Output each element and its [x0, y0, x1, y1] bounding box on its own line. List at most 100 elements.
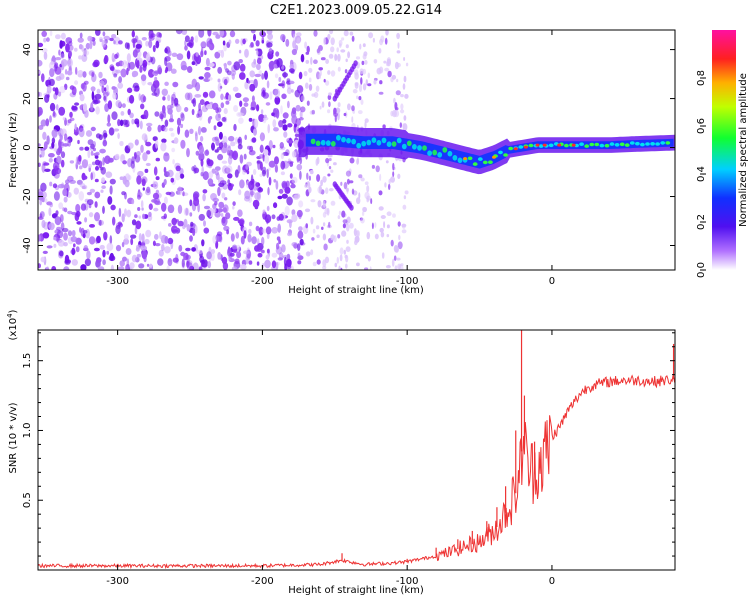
noise-cell	[397, 221, 401, 227]
noise-cell	[113, 40, 116, 45]
noise-cell	[197, 126, 202, 136]
noise-cell	[337, 53, 341, 62]
noise-cell	[223, 63, 227, 67]
noise-cell	[168, 127, 174, 132]
noise-cell	[330, 169, 334, 173]
noise-cell	[345, 58, 348, 63]
noise-cell	[334, 53, 338, 62]
noise-cell	[62, 143, 69, 147]
noise-cell	[209, 116, 213, 120]
noise-cell	[385, 265, 391, 269]
noise-cell	[371, 164, 375, 169]
noise-cell	[43, 51, 48, 60]
noise-cell	[194, 35, 199, 43]
ridge-peak	[492, 155, 496, 159]
noise-cell	[80, 203, 87, 211]
ridge-blob	[579, 142, 584, 146]
ridge-blob	[422, 145, 427, 151]
noise-cell	[85, 42, 91, 50]
noise-cell	[221, 117, 227, 122]
noise-cell	[95, 30, 101, 36]
noise-cell	[42, 250, 48, 254]
noise-cell	[141, 178, 146, 187]
noise-cell	[77, 139, 80, 145]
noise-cell	[172, 159, 175, 165]
noise-cell	[94, 159, 101, 166]
noise-cell	[101, 177, 106, 183]
noise-cell	[364, 121, 367, 129]
noise-cell	[195, 82, 201, 92]
noise-cell	[98, 219, 102, 226]
x-tick-label: -100	[396, 276, 419, 287]
noise-cell	[158, 249, 164, 257]
noise-cell	[190, 36, 194, 42]
noise-cell	[98, 71, 103, 79]
noise-cell	[82, 71, 87, 78]
noise-cell	[78, 55, 83, 60]
noise-cell	[358, 174, 363, 179]
ridge-blob	[356, 142, 362, 149]
noise-cell	[115, 69, 121, 74]
noise-cell	[69, 160, 75, 164]
noise-cell	[166, 62, 173, 72]
noise-cell	[287, 232, 292, 237]
noise-cell	[255, 182, 261, 188]
noise-cell	[106, 250, 110, 255]
noise-cell	[390, 110, 394, 117]
noise-cell	[217, 252, 222, 260]
noise-cell	[154, 233, 159, 240]
noise-cell	[381, 252, 385, 259]
noise-cell	[313, 91, 319, 98]
noise-cell	[308, 175, 311, 181]
noise-cell	[217, 153, 224, 161]
ridge-blob	[412, 144, 417, 150]
noise-cell	[245, 164, 249, 170]
noise-cell	[272, 144, 276, 149]
noise-cell	[366, 197, 370, 203]
noise-cell	[57, 91, 62, 97]
noise-cell	[191, 61, 196, 66]
noise-cell	[327, 94, 332, 101]
noise-cell	[129, 94, 135, 104]
noise-cell	[124, 42, 129, 49]
noise-cell	[113, 128, 120, 132]
noise-cell	[51, 266, 57, 270]
noise-cell	[239, 218, 245, 226]
noise-cell	[114, 153, 120, 160]
noise-cell	[364, 181, 369, 185]
noise-cell	[256, 245, 262, 252]
noise-cell	[140, 245, 147, 251]
noise-cell	[202, 171, 209, 181]
noise-cell	[328, 221, 331, 228]
noise-cell	[321, 101, 325, 108]
x-tick-label: -200	[251, 576, 274, 587]
noise-cell	[330, 46, 335, 53]
noise-cell	[101, 185, 106, 189]
noise-cell	[351, 116, 354, 123]
noise-cell	[264, 259, 271, 269]
ridge-blob	[467, 156, 473, 161]
noise-cell	[296, 37, 301, 44]
noise-cell	[276, 58, 283, 68]
noise-cell	[39, 213, 43, 218]
noise-cell	[195, 150, 200, 156]
noise-cell	[356, 197, 361, 205]
noise-cell	[109, 178, 116, 185]
noise-cell	[60, 53, 65, 59]
noise-cell	[390, 77, 394, 83]
noise-cell	[304, 208, 311, 213]
noise-cell	[150, 56, 156, 65]
noise-cell	[291, 214, 298, 223]
noise-cell	[271, 260, 277, 269]
noise-cell	[205, 57, 210, 67]
noise-cell	[344, 69, 348, 74]
noise-cell	[59, 250, 64, 257]
noise-cell	[306, 251, 311, 255]
noise-cell	[232, 205, 235, 210]
noise-cell	[118, 40, 123, 45]
noise-cell	[385, 30, 389, 36]
noise-cell	[172, 257, 179, 263]
noise-cell	[117, 119, 121, 127]
x-tick-label: -100	[396, 576, 419, 587]
noise-cell	[336, 47, 340, 53]
